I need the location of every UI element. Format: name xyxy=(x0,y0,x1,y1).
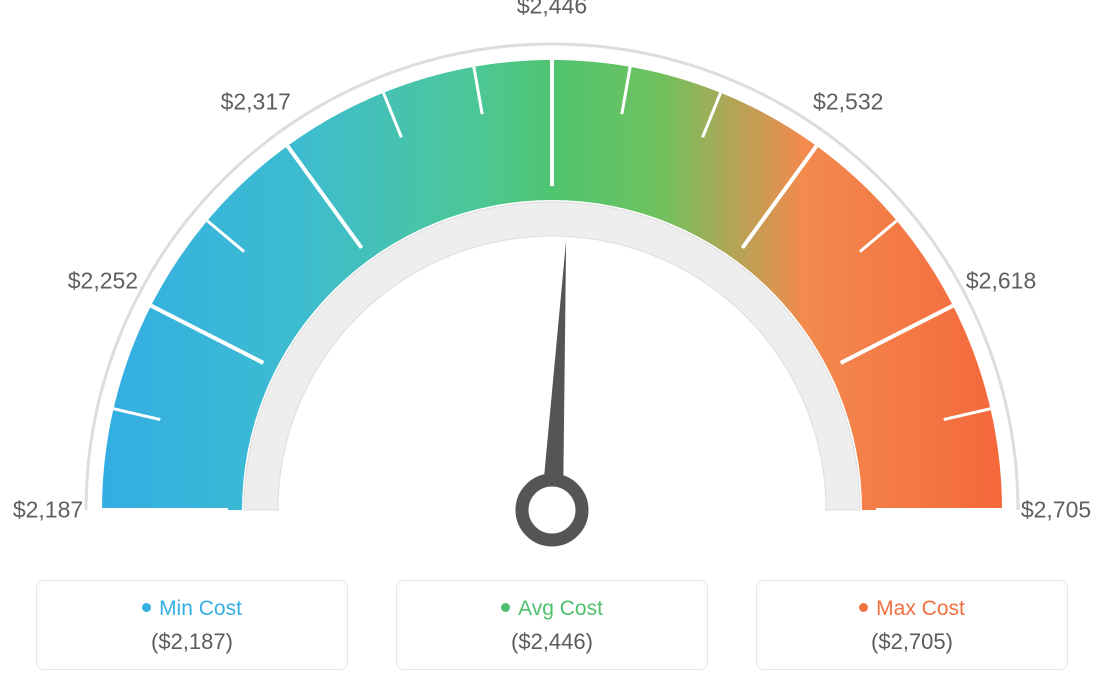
dot-min xyxy=(142,603,151,612)
gauge-tick-label: $2,446 xyxy=(517,0,587,20)
legend-label-max: Max Cost xyxy=(876,597,965,620)
dot-max xyxy=(859,603,868,612)
legend-card-avg: Avg Cost ($2,446) xyxy=(396,580,708,670)
gauge-tick-label: $2,317 xyxy=(221,89,291,116)
gauge-tick-label: $2,618 xyxy=(966,268,1036,295)
legend-card-max: Max Cost ($2,705) xyxy=(756,580,1068,670)
legend-title-min: Min Cost xyxy=(47,597,337,621)
dot-avg xyxy=(501,603,510,612)
legend-value-max: ($2,705) xyxy=(767,629,1057,655)
legend-value-min: ($2,187) xyxy=(47,629,337,655)
legend-title-max: Max Cost xyxy=(767,597,1057,621)
legend-value-avg: ($2,446) xyxy=(407,629,697,655)
gauge-tick-label: $2,705 xyxy=(1021,497,1091,524)
gauge-tick-label: $2,252 xyxy=(68,268,138,295)
legend-label-min: Min Cost xyxy=(159,597,242,620)
legend-label-avg: Avg Cost xyxy=(518,597,603,620)
legend-card-min: Min Cost ($2,187) xyxy=(36,580,348,670)
gauge-svg xyxy=(0,0,1104,560)
gauge-tick-label: $2,532 xyxy=(813,89,883,116)
legend-title-avg: Avg Cost xyxy=(407,597,697,621)
legend-row: Min Cost ($2,187) Avg Cost ($2,446) Max … xyxy=(0,580,1104,670)
gauge-tick-label: $2,187 xyxy=(13,497,83,524)
cost-gauge: $2,187 $2,252 $2,317 $2,446 $2,532 $2,618 $2,7… xyxy=(0,0,1104,560)
